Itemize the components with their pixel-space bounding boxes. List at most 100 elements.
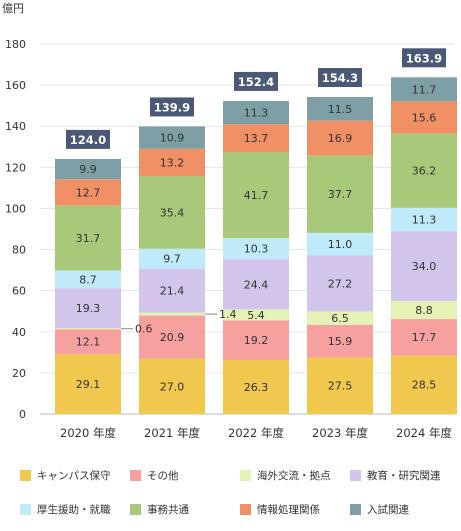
legend-row: キャンパス保守 その他 海外交流・拠点 教育・研究関連 <box>20 463 460 487</box>
value-label: 10.3 <box>244 243 269 256</box>
legend-swatch <box>130 503 141 515</box>
legend-swatch <box>240 469 251 481</box>
value-label: 20.9 <box>160 331 185 344</box>
total-badge <box>66 129 110 149</box>
value-label: 11.0 <box>328 238 353 251</box>
value-label: 5.4 <box>247 309 265 322</box>
value-label: 9.7 <box>163 253 181 266</box>
legend-label: キャンパス保守 <box>37 469 111 482</box>
bar-segment <box>55 329 121 355</box>
legend-swatch <box>20 469 31 481</box>
value-label: 26.3 <box>244 381 269 394</box>
total-label: 163.9 <box>406 51 442 65</box>
bar-segment <box>307 120 373 156</box>
bar-segment <box>391 133 457 208</box>
bar-segment <box>55 158 121 180</box>
legend: キャンパス保守 その他 海外交流・拠点 教育・研究関連 厚生援助・就職 事務共通… <box>20 463 460 531</box>
value-label: 15.9 <box>328 335 353 348</box>
value-label: 35.4 <box>160 206 185 219</box>
total-badge <box>234 71 278 91</box>
legend-item-office-common: 事務共通 <box>130 502 240 517</box>
value-label: 8.8 <box>415 304 433 317</box>
value-label: 41.7 <box>244 189 269 202</box>
value-label: 19.2 <box>244 334 269 347</box>
legend-swatch <box>240 503 251 515</box>
value-labels: 29.1 12.1 0.6 19.3 8.7 31.7 12.7 9.9 27.0 20.9 1.4… <box>76 83 437 394</box>
bar-segment <box>139 312 205 316</box>
legend-label: その他 <box>147 469 179 482</box>
legend-label: 厚生援助・就職 <box>37 503 111 516</box>
bar-segment <box>223 124 289 153</box>
legend-label: 入試関連 <box>367 503 409 516</box>
bar-segment <box>223 100 289 125</box>
y-tick-label: 180 <box>5 38 26 51</box>
bar-segment <box>223 320 289 360</box>
y-tick-label: 20 <box>12 367 26 380</box>
bar-segment <box>139 126 205 149</box>
value-label: 11.7 <box>412 83 437 96</box>
bar-segment <box>223 359 289 414</box>
total-badge <box>318 68 362 88</box>
y-tick-label: 140 <box>5 120 26 133</box>
value-label: 13.7 <box>244 132 269 145</box>
bar-segment <box>307 97 373 121</box>
value-label: 13.2 <box>160 156 185 169</box>
y-axis-unit-label: 億円 <box>2 2 24 15</box>
y-tick-label: 120 <box>5 161 26 174</box>
value-label: 12.1 <box>76 336 101 349</box>
value-label: 29.1 <box>76 378 101 391</box>
bar-segment <box>55 328 121 330</box>
y-tick-label: 40 <box>12 326 26 339</box>
legend-swatch <box>350 503 361 515</box>
bar-segment <box>55 288 121 329</box>
x-axis-ticks: 2020 年度 2021 年度 2022 年度 2023 年度 2024 年度 <box>60 426 452 440</box>
bar-segment <box>139 175 205 249</box>
bar-segment <box>391 77 457 102</box>
value-label: 28.5 <box>412 379 437 392</box>
x-tick-label: 2023 年度 <box>312 426 368 440</box>
legend-label: 事務共通 <box>147 503 189 516</box>
bar-segment <box>223 152 289 239</box>
x-tick-label: 2021 年度 <box>144 426 200 440</box>
bar-segment <box>307 232 373 256</box>
legend-swatch <box>20 503 31 515</box>
value-label: 16.9 <box>328 132 353 145</box>
bars <box>55 77 457 414</box>
legend-label: 海外交流・拠点 <box>257 469 331 482</box>
legend-item-international: 海外交流・拠点 <box>240 468 350 483</box>
value-label: 11.3 <box>412 213 437 226</box>
y-tick-label: 0 <box>19 408 26 421</box>
bar-segment <box>307 357 373 414</box>
legend-item-information-processing: 情報処理関係 <box>240 502 350 517</box>
value-label: 34.0 <box>412 260 437 273</box>
legend-label: 教育・研究関連 <box>367 469 441 482</box>
bar-segment <box>391 319 457 356</box>
x-tick-label: 2024 年度 <box>396 426 452 440</box>
bar-segment <box>55 205 121 271</box>
bar-segment <box>55 354 121 414</box>
value-label: 12.7 <box>76 186 101 199</box>
stacked-bar-chart: 億円 0 20 40 60 80 100 120 140 160 180 29.1 12.1 0.6 1… <box>2 2 457 440</box>
legend-item-welfare-employment: 厚生援助・就職 <box>20 502 130 517</box>
legend-swatch <box>130 469 141 481</box>
value-label: 17.7 <box>412 331 437 344</box>
total-label: 154.3 <box>322 71 358 85</box>
legend-item-education-research: 教育・研究関連 <box>350 468 460 483</box>
bar-segment <box>307 255 373 312</box>
value-label: 1.4 <box>219 308 237 321</box>
value-label: 24.4 <box>244 278 269 291</box>
y-tick-label: 80 <box>12 244 26 257</box>
bar-segment <box>55 179 121 206</box>
value-label: 37.7 <box>328 188 353 201</box>
value-label: 15.6 <box>412 111 437 124</box>
bar-segment <box>139 268 205 313</box>
value-label: 27.0 <box>160 380 185 393</box>
total-badge <box>402 48 446 68</box>
legend-swatch <box>350 469 361 481</box>
bar-segment <box>391 231 457 301</box>
y-axis-ticks: 0 20 40 60 80 100 120 140 160 180 <box>5 38 26 421</box>
total-badge <box>150 97 194 117</box>
y-tick-label: 60 <box>12 285 26 298</box>
legend-label: 情報処理関係 <box>257 503 320 516</box>
bar-segment <box>391 355 457 414</box>
